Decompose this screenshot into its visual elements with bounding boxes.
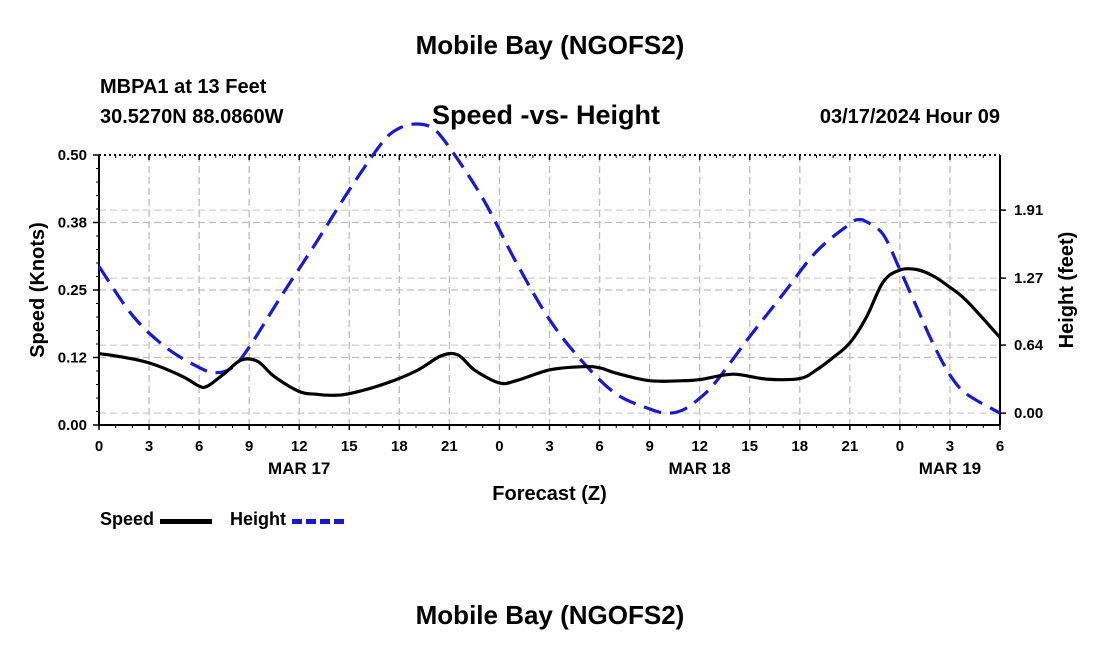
- chart-main-title: Mobile Bay (NGOFS2): [415, 30, 685, 60]
- date-label: MAR 18: [668, 459, 730, 478]
- x-tick-label: 6: [996, 438, 1004, 455]
- date-label: MAR 17: [268, 459, 330, 478]
- x-tick-label: 3: [946, 438, 954, 455]
- y2-tick-label: 0.00: [1014, 405, 1043, 422]
- series-height-line: [97, 122, 1001, 415]
- x-tick-label: 12: [691, 438, 708, 455]
- series-speed-line: [98, 266, 1002, 397]
- legend-height-label: Height: [230, 509, 286, 529]
- x-tick-label: 15: [741, 438, 758, 455]
- x-tick-label: 21: [841, 438, 858, 455]
- x-tick-label: 18: [391, 438, 408, 455]
- y2-axis-title: Height (feet): [1056, 232, 1078, 349]
- x-tick-label: 3: [145, 438, 153, 455]
- legend-speed-swatch: [160, 519, 212, 524]
- y-tick-label: 0.00: [58, 417, 87, 434]
- y-tick-label: 0.12: [58, 350, 87, 367]
- x-tick-label: 0: [896, 438, 904, 455]
- x-tick-label: 12: [291, 438, 308, 455]
- date-label: MAR 19: [919, 459, 981, 478]
- footer-chart-title: Mobile Bay (NGOFS2): [415, 600, 685, 630]
- legend-height-swatch: [292, 519, 344, 524]
- x-tick-label: 9: [245, 438, 253, 455]
- x-tick-label: 6: [595, 438, 603, 455]
- x-tick-label: 18: [791, 438, 808, 455]
- y2-tick-label: 1.27: [1014, 270, 1043, 287]
- legend-speed-label: Speed: [100, 509, 155, 529]
- station-label: MBPA1 at 13 Feet: [100, 76, 267, 98]
- plot-title: Speed -vs- Height: [432, 100, 661, 130]
- y2-tick-label: 0.64: [1014, 337, 1044, 354]
- y-tick-label: 0.38: [58, 215, 87, 232]
- x-tick-label: 3: [545, 438, 553, 455]
- y-axis-title: Speed (Knots): [27, 222, 49, 358]
- x-tick-label: 6: [195, 438, 203, 455]
- x-tick-label: 15: [341, 438, 358, 455]
- x-tick-label: 21: [441, 438, 458, 455]
- y-tick-label: 0.25: [58, 282, 87, 299]
- x-tick-label: 0: [95, 438, 103, 455]
- y-tick-label: 0.50: [58, 147, 87, 164]
- station-coordinates: 30.5270N 88.0860W: [100, 106, 284, 128]
- forecast-datetime: 03/17/2024 Hour 09: [819, 106, 1000, 128]
- y2-tick-label: 1.91: [1014, 202, 1043, 219]
- x-tick-label: 9: [645, 438, 653, 455]
- x-tick-label: 0: [495, 438, 503, 455]
- x-axis-title: Forecast (Z): [492, 483, 606, 505]
